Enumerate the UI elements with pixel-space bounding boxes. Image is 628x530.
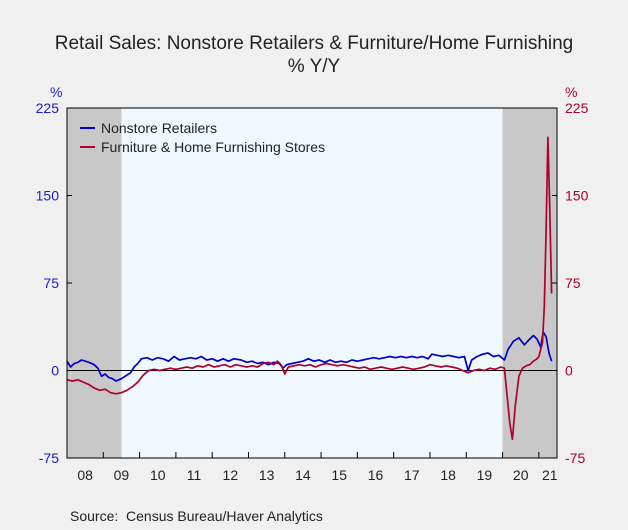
source-note: Source: Census Bureau/Haver Analytics — [70, 508, 323, 524]
left-axis-unit: % — [50, 84, 63, 100]
x-tick-label: 09 — [114, 467, 130, 483]
right-y-tick-label: -75 — [565, 450, 585, 466]
x-tick-label: 14 — [295, 467, 311, 483]
series-line-furniture-home-furnishing — [66, 136, 553, 441]
x-tick-label: 10 — [150, 467, 166, 483]
right-y-tick-label: 225 — [565, 100, 589, 116]
chart-subtitle: % Y/Y — [287, 56, 341, 77]
right-y-tick-label: 0 — [565, 363, 573, 379]
legend-label-furniture-home-furnishing: Furniture & Home Furnishing Stores — [101, 139, 325, 155]
x-tick-label: 08 — [77, 467, 93, 483]
left-y-tick-label: 0 — [51, 363, 59, 379]
left-y-tick-label: -75 — [39, 450, 59, 466]
x-tick-label: 21 — [542, 467, 558, 483]
x-tick-label: 20 — [513, 467, 529, 483]
plot-area — [67, 108, 557, 458]
x-tick-label: 12 — [223, 467, 239, 483]
x-tick-label: 18 — [440, 467, 456, 483]
series-line-nonstore-retailers — [66, 331, 553, 382]
x-tick-label: 15 — [331, 467, 347, 483]
chart-title: Retail Sales: Nonstore Retailers & Furni… — [54, 33, 574, 54]
right-axis-unit: % — [565, 84, 578, 100]
right-y-tick-label: 75 — [565, 275, 581, 291]
x-tick-label: 16 — [368, 467, 384, 483]
x-tick-label: 13 — [259, 467, 275, 483]
recession-band-1 — [67, 108, 122, 458]
left-y-tick-label: 75 — [43, 275, 59, 291]
x-tick-label: 11 — [187, 467, 202, 483]
left-y-tick-label: 150 — [36, 188, 60, 204]
left-y-tick-label: 225 — [36, 100, 60, 116]
legend-label-nonstore-retailers: Nonstore Retailers — [101, 120, 217, 136]
right-y-tick-label: 150 — [565, 188, 589, 204]
x-tick-label: 19 — [477, 467, 493, 483]
x-tick-label: 17 — [404, 467, 420, 483]
